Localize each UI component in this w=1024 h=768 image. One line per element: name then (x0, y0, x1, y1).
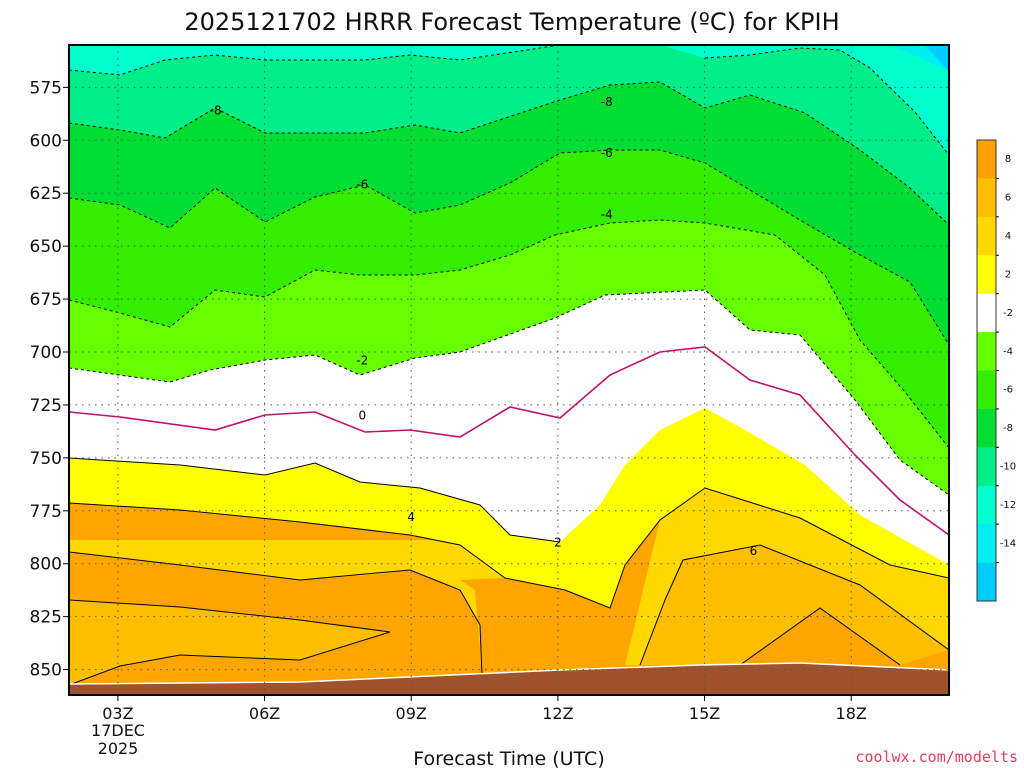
fill-aqua (69, 45, 949, 155)
colorbar-swatch (977, 562, 996, 602)
contour-minus-2 (69, 289, 949, 496)
colorbar-swatch (977, 216, 996, 256)
contour-0 (69, 346, 949, 536)
colorbar-swatch (977, 408, 996, 448)
contour-minus-6 (69, 149, 949, 346)
y-axis: 575 600 625 650 675 700 725 750 775 800 825 850 (30, 78, 69, 681)
terrain (69, 663, 949, 695)
contour-label: -6 (356, 178, 368, 192)
contour-label: -6 (601, 146, 613, 160)
x-tick-label: 03Z (102, 704, 133, 723)
colorbar-swatch (977, 485, 996, 525)
contour-minus-8 (69, 81, 949, 226)
contour-6b (739, 607, 901, 666)
contour-2 (69, 487, 949, 609)
fill-blue (925, 45, 949, 72)
y-tick-label: 725 (30, 396, 62, 416)
colorbar-swatch (977, 370, 996, 410)
y-tick-label: 625 (30, 184, 62, 204)
y-tick-label: 675 (30, 290, 62, 310)
colorbar-tick-label: 2 (1005, 269, 1011, 280)
fill-teal (69, 45, 949, 225)
chart-title: 2025121702 HRRR Forecast Temperature (ºC… (184, 8, 839, 36)
colorbar-swatch (977, 332, 996, 371)
colorbar-swatch (977, 140, 996, 179)
y-tick-label: 775 (30, 502, 62, 522)
x-axis: 03Z 06Z 09Z 12Z 15Z 18Z (102, 695, 867, 723)
x-tick-label: 06Z (249, 704, 280, 723)
plot-frame (68, 44, 950, 696)
colorbar-tick-label: 4 (1005, 231, 1011, 242)
contour-label: -8 (601, 95, 613, 109)
y-tick-label: 800 (30, 555, 62, 575)
colorbar-tick-label: -12 (1000, 500, 1016, 511)
contour-label: -8 (210, 104, 222, 118)
colorbar-swatch (977, 447, 996, 487)
colorbar-tick-label: -8 (1003, 423, 1013, 434)
contour-label: -2 (356, 353, 368, 367)
terrain-edge (69, 662, 949, 685)
x-tick-label: 15Z (689, 704, 720, 723)
fill-orange (69, 45, 949, 685)
colorbar-swatch (977, 178, 996, 218)
date-label-year: 2025 (98, 739, 139, 758)
x-axis-label: Forecast Time (UTC) (413, 748, 604, 768)
contour-4 (69, 551, 483, 676)
colorbar-tick-label: 8 (1005, 154, 1011, 165)
colorbar-swatch (977, 293, 996, 333)
y-tick-label: 700 (30, 343, 62, 363)
credit-text: coolwx.com/modelts (855, 748, 1018, 766)
contour-6 (69, 599, 391, 686)
y-tick-label: 650 (30, 237, 62, 257)
y-tick-label: 750 (30, 449, 62, 469)
y-tick-label: 825 (30, 608, 62, 628)
colorbar-tick-label: -2 (1003, 308, 1013, 319)
colorbar-tick-label: -4 (1003, 346, 1013, 357)
contour-label: -4 (601, 207, 613, 221)
fill-orange-light (69, 45, 949, 675)
contour-label: 2 (554, 536, 562, 550)
date-label-day: 17DEC (91, 721, 145, 740)
x-tick-label: 18Z (836, 704, 867, 723)
contour-label: 4 (407, 510, 415, 524)
colorbar-tick-label: -10 (1000, 462, 1016, 473)
y-tick-label: 575 (30, 78, 62, 98)
y-tick-label: 850 (30, 661, 62, 681)
colorbar: 8 6 4 2 -2 -4 -6 -8 -10 -12 -14 (976, 139, 1016, 602)
contour-minus-10 (69, 45, 561, 76)
contour-labels: -8 -8 -6 -6 -4 -2 0 4 2 6 (210, 95, 758, 558)
contour-minus-4 (69, 219, 949, 449)
x-tick-label: 12Z (542, 704, 573, 723)
contour-label: 6 (750, 544, 758, 558)
contour-4b (639, 544, 949, 666)
colorbar-tick-label: 6 (1005, 193, 1011, 204)
colorbar-tick-label: -6 (1003, 385, 1013, 396)
colorbar-swatch (977, 255, 996, 295)
fill-cyan (860, 45, 949, 72)
y-tick-label: 600 (30, 131, 62, 151)
contour-2b (69, 457, 561, 543)
colorbar-tick-label: -14 (1000, 538, 1016, 549)
contour-label: 0 (359, 409, 367, 423)
x-tick-label: 09Z (396, 704, 427, 723)
grid (69, 45, 949, 695)
plot-area: -8 -8 -6 -6 -4 -2 0 4 2 6 (69, 45, 949, 695)
colorbar-swatch (977, 524, 996, 564)
